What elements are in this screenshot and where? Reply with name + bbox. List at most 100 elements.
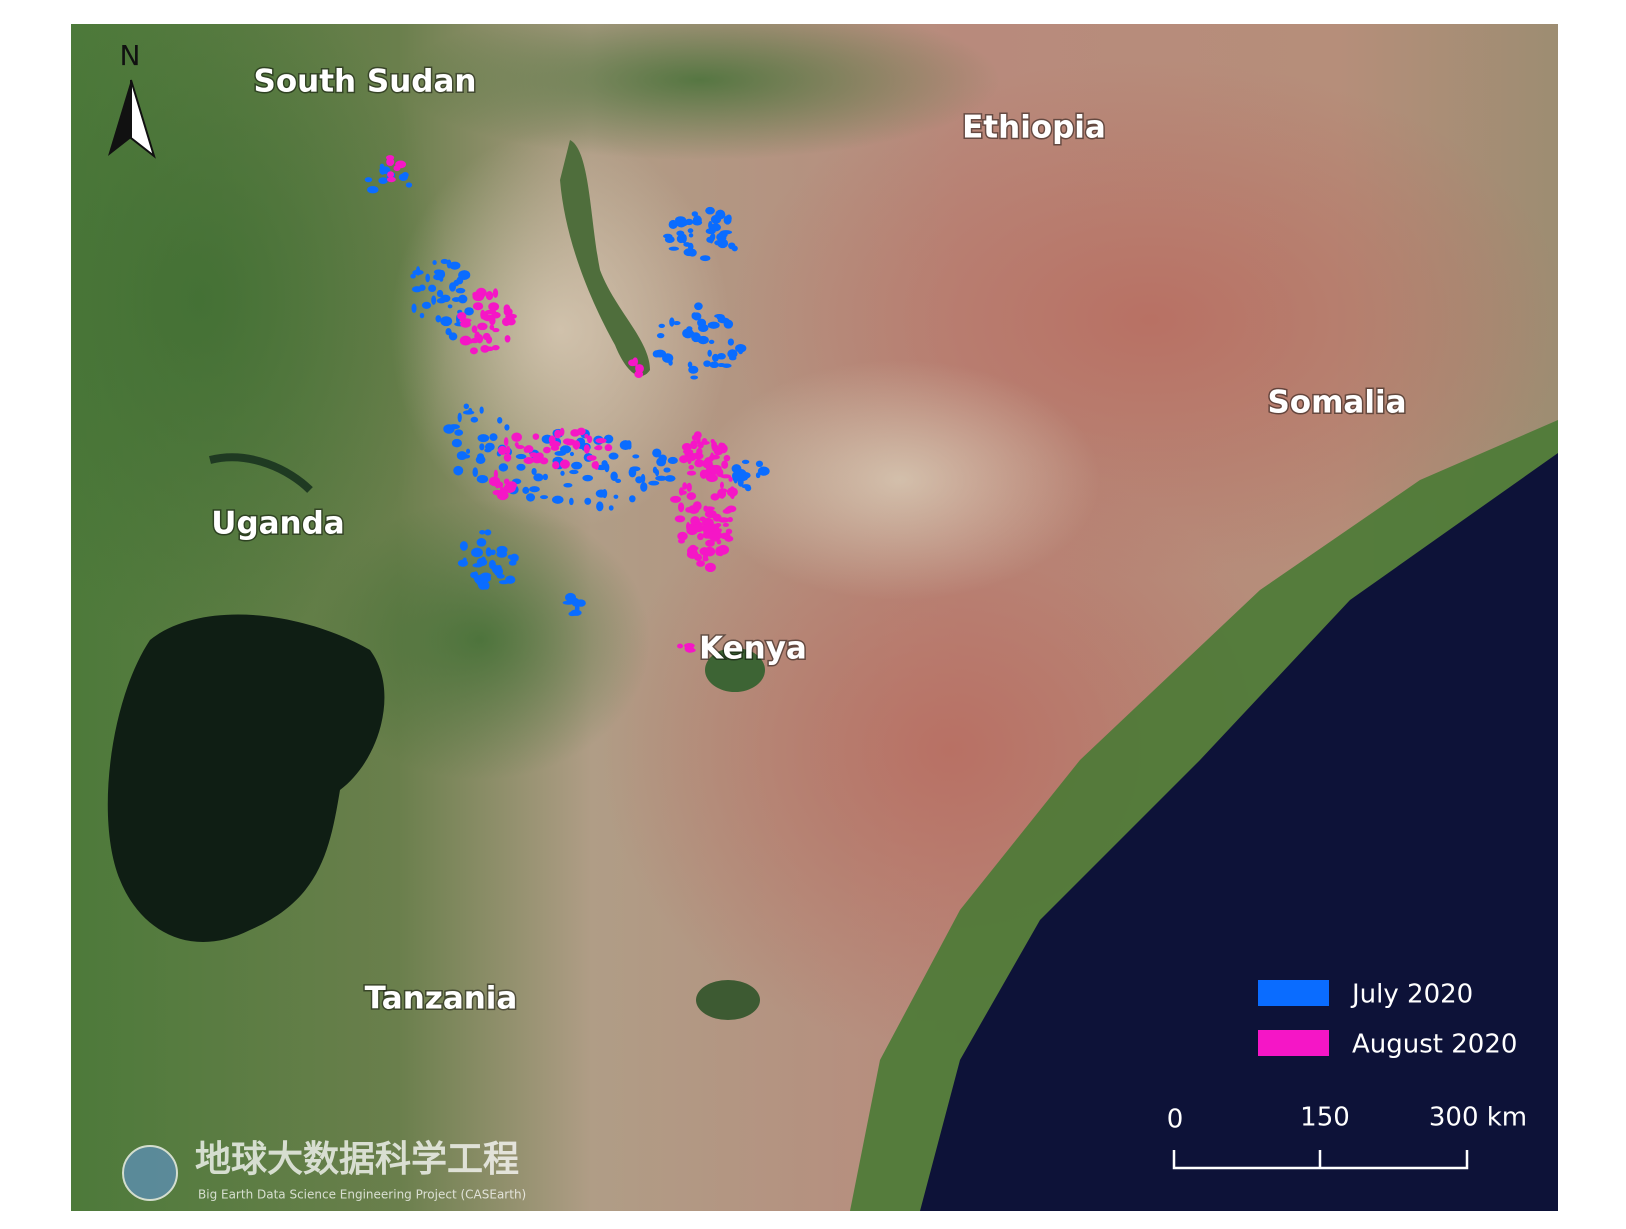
swarm-patch xyxy=(721,460,729,469)
swarm-patch xyxy=(687,452,697,462)
swarm-patch xyxy=(686,522,691,532)
swarm-patch xyxy=(648,480,660,486)
swarm-patch xyxy=(652,466,658,474)
swarm-patch xyxy=(683,643,695,649)
swarm-patch xyxy=(741,484,751,489)
swarm-patch xyxy=(583,444,590,454)
swarm-patch xyxy=(699,516,706,522)
swarm-patch xyxy=(543,446,551,454)
swarm-patch xyxy=(367,186,379,194)
swarm-patch xyxy=(731,245,738,252)
country-label: Somalia xyxy=(1267,385,1406,421)
swarm-patch xyxy=(498,463,509,472)
swarm-patch xyxy=(613,494,619,499)
swarm-patch xyxy=(503,478,510,485)
swarm-patch xyxy=(574,604,580,613)
swarm-patch xyxy=(683,248,695,257)
swarm-patch xyxy=(710,223,721,232)
kilimanjaro xyxy=(696,980,760,1020)
swarm-patch xyxy=(663,467,671,473)
swarm-patch xyxy=(688,546,699,551)
swarm-patch xyxy=(658,454,667,463)
terrain xyxy=(71,24,450,650)
swarm-patch xyxy=(469,347,478,355)
swarm-patch xyxy=(678,502,685,513)
swarm-patch xyxy=(716,468,724,478)
swarm-patch xyxy=(728,476,733,482)
swarm-patch xyxy=(723,319,734,329)
swarm-patch xyxy=(559,459,570,469)
swarm-patch xyxy=(459,335,472,346)
swarm-patch xyxy=(504,424,510,431)
swarm-patch xyxy=(711,536,719,542)
swarm-patch xyxy=(667,456,678,464)
swarm-patch xyxy=(458,294,468,304)
swarm-patch xyxy=(726,505,737,513)
swarm-patch xyxy=(447,304,453,309)
swarm-patch xyxy=(741,459,750,465)
swarm-patch xyxy=(435,315,442,323)
swarm-patch xyxy=(503,304,511,313)
swarm-patch xyxy=(539,457,549,465)
swarm-patch xyxy=(459,541,468,551)
swarm-patch xyxy=(440,316,453,327)
swarm-patch xyxy=(440,258,449,265)
swarm-patch xyxy=(569,497,574,506)
swarm-patch xyxy=(476,474,489,484)
swarm-patch xyxy=(505,445,511,455)
swarm-patch xyxy=(701,438,708,444)
swarm-patch xyxy=(688,465,695,470)
swarm-patch xyxy=(668,219,678,230)
legend-label: July 2020 xyxy=(1350,980,1473,1010)
swarm-patch xyxy=(723,454,731,462)
swarm-patch xyxy=(673,320,681,326)
swarm-patch xyxy=(522,486,530,494)
swarm-patch xyxy=(640,473,646,484)
swarm-patch xyxy=(729,355,737,361)
swarm-patch xyxy=(571,461,583,470)
swarm-patch xyxy=(479,443,485,451)
swarm-patch xyxy=(511,432,523,442)
swarm-patch xyxy=(503,453,512,462)
swarm-patch xyxy=(608,452,619,460)
swarm-patch xyxy=(395,160,407,169)
swarm-patch xyxy=(707,321,720,329)
swarm-patch xyxy=(480,309,486,320)
swarm-patch xyxy=(542,473,548,481)
legend: July 2020 August 2020 xyxy=(1258,980,1517,1060)
swarm-patch xyxy=(708,339,715,345)
swarm-patch xyxy=(497,417,503,424)
swarm-patch xyxy=(411,286,422,293)
swarm-patch xyxy=(425,273,430,283)
terrain xyxy=(400,24,1000,160)
swarm-patch xyxy=(705,473,718,483)
legend-swatch xyxy=(1258,1030,1329,1056)
swarm-patch xyxy=(757,466,770,476)
swarm-patch xyxy=(668,246,680,251)
swarm-patch xyxy=(378,177,388,185)
swarm-patch xyxy=(364,177,373,183)
swarm-patch xyxy=(572,440,581,450)
swarm-patch xyxy=(635,364,640,371)
swarm-patch xyxy=(410,273,416,279)
swarm-patch xyxy=(691,211,699,217)
scale-label: 0 xyxy=(1167,1105,1184,1135)
swarm-patch xyxy=(568,611,576,617)
swarm-patch xyxy=(497,492,509,499)
swarm-patch xyxy=(674,515,686,523)
swarm-patch xyxy=(449,261,461,270)
swarm-patch xyxy=(686,646,694,653)
swarm-patch xyxy=(704,509,717,519)
swarm-patch xyxy=(652,350,661,358)
swarm-patch xyxy=(505,313,517,320)
terrain xyxy=(390,130,730,530)
swarm-patch xyxy=(535,452,544,460)
swarm-patch xyxy=(483,581,490,590)
swarm-patch xyxy=(484,529,492,536)
swarm-patch xyxy=(669,317,675,327)
swarm-patch xyxy=(451,438,462,448)
swarm-patch xyxy=(676,234,686,244)
swarm-patch xyxy=(431,295,437,305)
ocean xyxy=(920,453,1558,1211)
